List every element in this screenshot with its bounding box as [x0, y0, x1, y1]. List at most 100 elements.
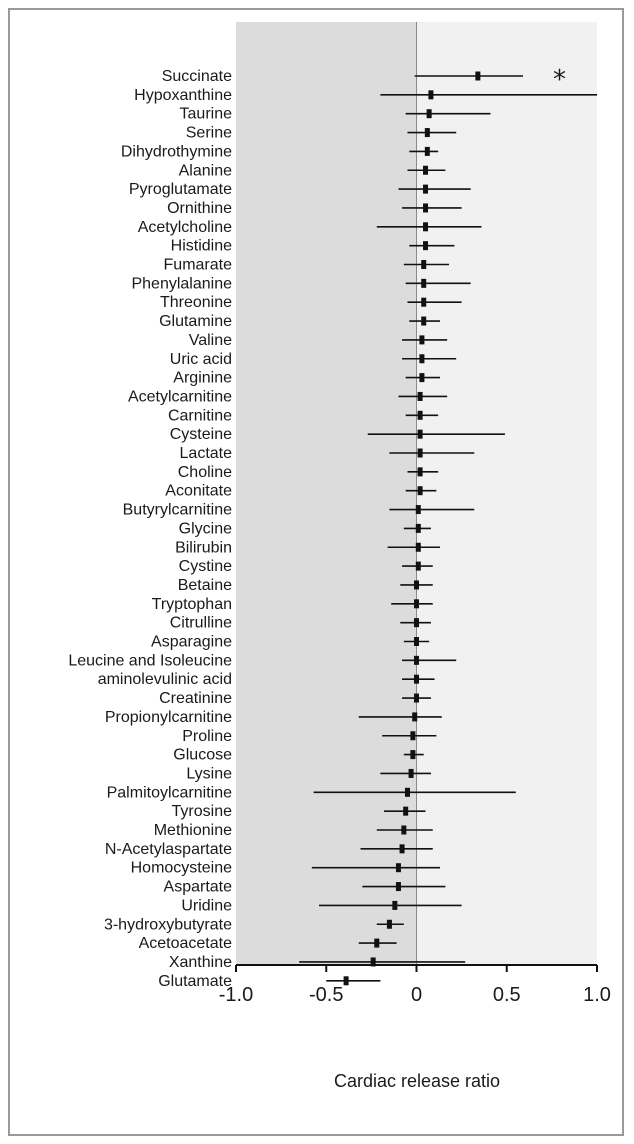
point-estimate — [421, 260, 427, 269]
point-estimate — [414, 655, 419, 665]
x-tick-label: -1.0 — [219, 984, 253, 1006]
metabolite-label: Aconitate — [165, 483, 232, 500]
metabolite-row: Fumarate — [164, 257, 449, 274]
point-estimate — [414, 599, 419, 609]
metabolite-row: Glycine — [179, 520, 431, 537]
point-estimate — [415, 561, 421, 571]
metabolite-row: Taurine — [180, 106, 491, 123]
metabolite-label: Succinate — [162, 68, 232, 85]
metabolite-label: Ornithine — [167, 200, 232, 217]
metabolite-label: Acetylcholine — [138, 219, 232, 236]
significance-marker: * — [553, 65, 566, 95]
metabolite-row: Lysine — [186, 765, 431, 782]
point-estimate — [417, 467, 423, 477]
metabolite-row: Uric acid — [170, 351, 457, 368]
point-estimate — [417, 429, 423, 439]
negative-region-shading — [236, 22, 417, 965]
metabolite-row: Histidine — [171, 238, 455, 255]
point-estimate — [426, 109, 432, 119]
metabolite-row: Dihydrothymine — [121, 143, 439, 160]
metabolite-row: aminolevulinic acid — [98, 671, 435, 688]
metabolite-label: Homocysteine — [131, 860, 232, 877]
metabolite-row: Acetylcarnitine — [128, 388, 448, 405]
point-estimate — [421, 278, 427, 288]
metabolite-label: Cystine — [179, 558, 232, 575]
point-estimate — [395, 863, 401, 873]
metabolite-label: aminolevulinic acid — [98, 671, 232, 688]
metabolite-label: Threonine — [160, 294, 232, 311]
point-estimate — [419, 335, 425, 345]
metabolite-row: Serine — [186, 125, 457, 142]
metabolite-row: Aspartate — [164, 879, 446, 896]
point-estimate — [414, 580, 419, 590]
metabolite-label: Histidine — [171, 238, 232, 255]
metabolite-row: Tryptophan — [152, 596, 433, 613]
metabolite-label: Tyrosine — [172, 803, 233, 820]
point-estimate — [424, 146, 430, 156]
point-estimate — [414, 637, 419, 646]
metabolite-row: Propionylcarnitine — [105, 709, 442, 726]
metabolite-label: N-Acetylaspartate — [105, 841, 232, 858]
x-tick-label: 0.5 — [493, 984, 521, 1006]
metabolite-label: Acetylcarnitine — [128, 388, 232, 405]
metabolite-label: Uric acid — [170, 351, 232, 368]
metabolite-label: Pyroglutamate — [129, 181, 232, 198]
metabolite-label: Cysteine — [170, 426, 232, 443]
metabolite-label: Betaine — [178, 577, 232, 594]
metabolite-row: Methionine — [154, 822, 433, 839]
point-estimate — [343, 976, 349, 986]
point-estimate — [392, 900, 398, 910]
metabolite-row: Choline — [178, 464, 439, 481]
metabolite-label: Valine — [189, 332, 232, 349]
metabolite-row: Glutamine — [159, 313, 440, 330]
point-estimate — [423, 184, 429, 194]
point-estimate — [475, 71, 481, 81]
metabolite-row: Asparagine — [151, 634, 430, 651]
metabolite-label: Glycine — [179, 520, 232, 537]
point-estimate — [423, 222, 429, 232]
metabolite-label: Alanine — [179, 162, 232, 179]
metabolite-label: Proline — [182, 728, 232, 745]
metabolite-label: Glutamate — [158, 973, 232, 990]
metabolite-row: Valine — [189, 332, 448, 349]
point-estimate — [417, 448, 423, 458]
metabolite-row: 3-hydroxybutyrate — [104, 916, 404, 933]
metabolite-label: Lactate — [180, 445, 233, 462]
metabolite-label: Arginine — [173, 370, 232, 387]
metabolite-label: Lysine — [186, 765, 232, 782]
metabolite-label: Carnitine — [168, 407, 232, 424]
metabolite-label: Butyrylcarnitine — [123, 502, 232, 519]
point-estimate — [370, 957, 376, 967]
metabolite-label: Xanthine — [169, 954, 232, 971]
point-estimate — [419, 354, 425, 364]
metabolite-row: Tyrosine — [172, 803, 426, 820]
metabolite-label: Glucose — [173, 747, 232, 764]
metabolite-row: Carnitine — [168, 407, 439, 424]
point-estimate — [417, 486, 423, 496]
metabolite-row: Uridine — [181, 897, 462, 914]
x-tick-label: 0 — [411, 984, 422, 1006]
metabolite-row: Hypoxanthine — [134, 87, 597, 104]
metabolite-label: Creatinine — [159, 690, 232, 707]
metabolite-row: Ornithine — [167, 200, 462, 217]
metabolite-label: Fumarate — [164, 257, 233, 274]
point-estimate — [423, 203, 429, 213]
metabolite-label: Serine — [186, 125, 232, 142]
point-estimate — [415, 523, 421, 533]
metabolite-rows: Succinate * Hypoxanthine Taurine SerineDihyd… — [68, 65, 597, 990]
point-estimate — [423, 165, 429, 175]
point-estimate — [399, 844, 405, 854]
point-estimate — [423, 241, 429, 251]
point-estimate — [421, 316, 427, 326]
metabolite-row: Citrulline — [170, 615, 431, 632]
metabolite-label: Dihydrothymine — [121, 143, 232, 160]
metabolite-row: Aconitate — [165, 483, 437, 500]
point-estimate — [412, 712, 418, 722]
metabolite-row: Butyrylcarnitine — [123, 502, 475, 519]
metabolite-label: Asparagine — [151, 634, 232, 651]
metabolite-row: N-Acetylaspartate — [105, 841, 433, 858]
metabolite-label: Citrulline — [170, 615, 232, 632]
positive-region-shading — [416, 22, 597, 965]
point-estimate — [421, 297, 427, 307]
